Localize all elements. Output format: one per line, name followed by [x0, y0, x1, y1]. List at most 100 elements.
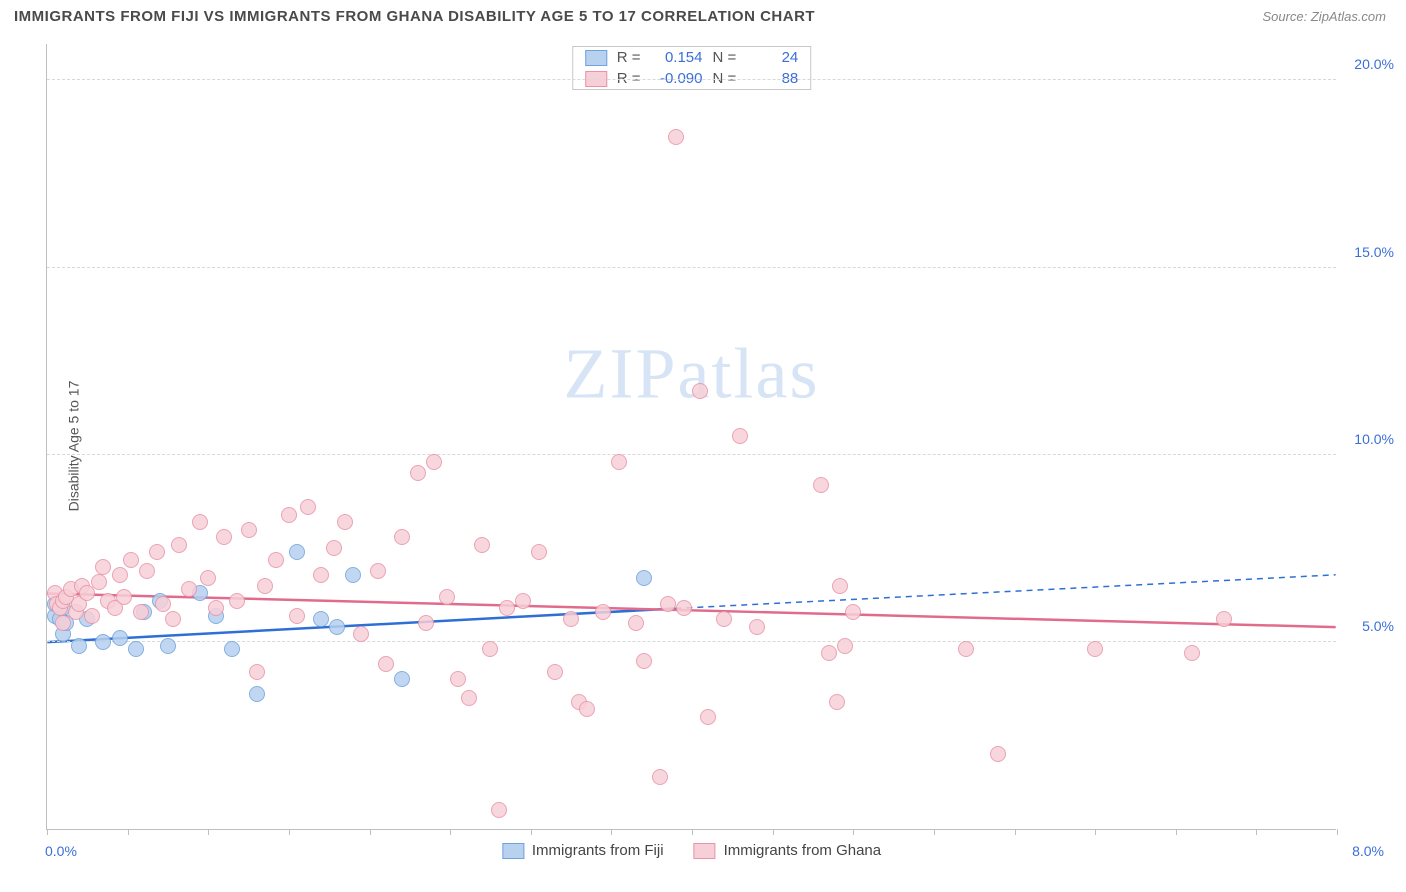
scatter-point	[394, 671, 410, 687]
scatter-point	[116, 589, 132, 605]
scatter-point	[241, 522, 257, 538]
x-min-label: 0.0%	[45, 843, 77, 859]
scatter-point	[628, 615, 644, 631]
x-tick	[289, 829, 290, 835]
scatter-point	[700, 709, 716, 725]
scatter-point	[378, 656, 394, 672]
scatter-point	[531, 544, 547, 560]
watermark: ZIPatlas	[564, 332, 820, 415]
x-tick	[692, 829, 693, 835]
scatter-point	[281, 507, 297, 523]
scatter-point	[208, 600, 224, 616]
scatter-point	[426, 454, 442, 470]
scatter-point	[133, 604, 149, 620]
x-tick	[370, 829, 371, 835]
scatter-point	[1216, 611, 1232, 627]
scatter-point	[845, 604, 861, 620]
grid-line	[47, 641, 1336, 642]
legend-series-label: Immigrants from Ghana	[724, 842, 882, 859]
legend-series-label: Immigrants from Fiji	[532, 842, 664, 859]
scatter-point	[716, 611, 732, 627]
n-value: 24	[746, 49, 798, 66]
scatter-point	[1087, 641, 1103, 657]
scatter-point	[112, 630, 128, 646]
scatter-point	[216, 529, 232, 545]
y-tick-label: 15.0%	[1354, 244, 1394, 260]
scatter-point	[249, 664, 265, 680]
x-tick	[1256, 829, 1257, 835]
scatter-point	[749, 619, 765, 635]
y-tick-label: 5.0%	[1362, 618, 1394, 634]
scatter-point	[268, 552, 284, 568]
scatter-point	[410, 465, 426, 481]
n-label: N =	[713, 49, 737, 66]
scatter-point	[1184, 645, 1200, 661]
scatter-point	[139, 563, 155, 579]
scatter-point	[313, 611, 329, 627]
scatter-point	[353, 626, 369, 642]
scatter-point	[837, 638, 853, 654]
scatter-point	[515, 593, 531, 609]
legend-series-item: Immigrants from Fiji	[502, 842, 664, 859]
scatter-point	[450, 671, 466, 687]
source-attribution: Source: ZipAtlas.com	[1262, 9, 1386, 24]
x-tick	[450, 829, 451, 835]
chart-plot-area: ZIPatlas R =0.154N =24R =-0.090N =88 Imm…	[46, 44, 1336, 830]
grid-line	[47, 79, 1336, 80]
scatter-point	[95, 634, 111, 650]
scatter-point	[579, 701, 595, 717]
y-tick-label: 20.0%	[1354, 56, 1394, 72]
scatter-point	[91, 574, 107, 590]
chart-title: IMMIGRANTS FROM FIJI VS IMMIGRANTS FROM …	[14, 8, 815, 25]
scatter-point	[668, 129, 684, 145]
scatter-point	[636, 653, 652, 669]
x-tick	[208, 829, 209, 835]
scatter-point	[165, 611, 181, 627]
scatter-point	[611, 454, 627, 470]
scatter-point	[482, 641, 498, 657]
scatter-point	[439, 589, 455, 605]
trend-lines-layer	[47, 44, 1336, 829]
scatter-point	[326, 540, 342, 556]
scatter-point	[636, 570, 652, 586]
x-tick	[1176, 829, 1177, 835]
legend-swatch	[694, 843, 716, 859]
trend-line-extension	[675, 575, 1335, 609]
scatter-point	[345, 567, 361, 583]
scatter-point	[676, 600, 692, 616]
grid-line	[47, 454, 1336, 455]
scatter-point	[563, 611, 579, 627]
scatter-point	[461, 690, 477, 706]
grid-line	[47, 267, 1336, 268]
x-tick	[1095, 829, 1096, 835]
x-tick	[773, 829, 774, 835]
scatter-point	[84, 608, 100, 624]
scatter-point	[289, 544, 305, 560]
scatter-point	[499, 600, 515, 616]
scatter-point	[491, 802, 507, 818]
source-value: ZipAtlas.com	[1311, 9, 1386, 24]
x-tick	[531, 829, 532, 835]
scatter-point	[547, 664, 563, 680]
scatter-point	[200, 570, 216, 586]
legend-stat-row: R =0.154N =24	[573, 47, 811, 68]
scatter-point	[394, 529, 410, 545]
scatter-point	[181, 581, 197, 597]
scatter-point	[329, 619, 345, 635]
x-tick	[934, 829, 935, 835]
x-tick	[1015, 829, 1016, 835]
scatter-point	[813, 477, 829, 493]
x-tick	[611, 829, 612, 835]
scatter-point	[160, 638, 176, 654]
scatter-point	[474, 537, 490, 553]
x-max-label: 8.0%	[1352, 843, 1384, 859]
scatter-point	[652, 769, 668, 785]
x-tick	[47, 829, 48, 835]
scatter-point	[990, 746, 1006, 762]
scatter-point	[418, 615, 434, 631]
scatter-point	[171, 537, 187, 553]
scatter-point	[370, 563, 386, 579]
r-label: R =	[617, 49, 641, 66]
scatter-point	[821, 645, 837, 661]
scatter-point	[155, 596, 171, 612]
